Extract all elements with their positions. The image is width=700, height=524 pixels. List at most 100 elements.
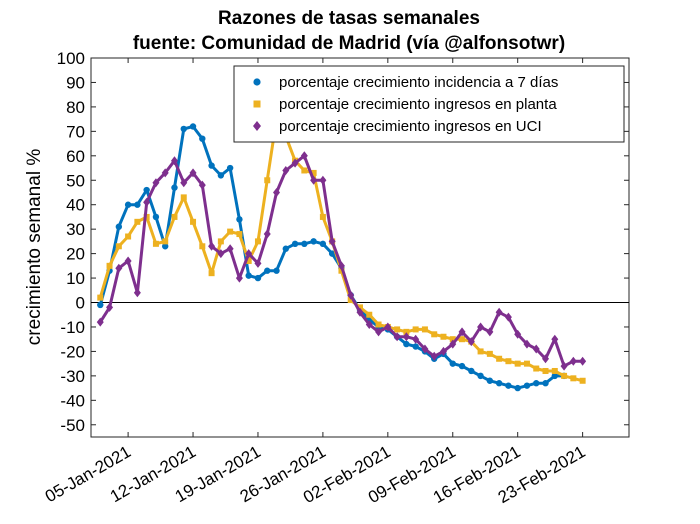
y-tick-label: 10 xyxy=(66,269,85,288)
series-2-point xyxy=(236,231,243,238)
series-3-point xyxy=(235,273,243,283)
chart-title-line-2: fuente: Comunidad de Madrid (vía @alfons… xyxy=(133,33,565,54)
series-3-point xyxy=(226,244,234,254)
series-3-point xyxy=(273,187,281,197)
series-3-point xyxy=(300,151,308,161)
series-3-point xyxy=(198,180,206,190)
series-1-point xyxy=(319,240,327,248)
series-2-point xyxy=(486,350,493,357)
series-2-point xyxy=(264,177,271,184)
legend-marker-2 xyxy=(253,100,261,108)
series-1-point xyxy=(264,267,271,274)
series-2-point xyxy=(171,213,178,220)
series-2-point xyxy=(412,326,419,333)
series-1-point xyxy=(134,201,141,208)
series-1-point xyxy=(458,362,466,370)
series-2-point xyxy=(514,360,521,367)
y-tick-label: 30 xyxy=(66,220,85,239)
series-3-point xyxy=(263,229,271,239)
y-tick-label: -30 xyxy=(60,367,85,386)
series-1-point xyxy=(551,372,558,380)
series-3-point xyxy=(477,322,485,332)
y-tick-label: -10 xyxy=(60,318,85,337)
series-1-point xyxy=(310,238,317,245)
series-1-point xyxy=(412,343,419,350)
series-1-point xyxy=(199,135,206,142)
series-1-point xyxy=(273,267,280,274)
series-2-point xyxy=(477,348,484,355)
series-3-point xyxy=(337,261,345,271)
series-2-point xyxy=(523,360,530,367)
series-1-point xyxy=(291,240,299,248)
series-1-point xyxy=(477,372,484,380)
series-2-point xyxy=(134,218,141,225)
series-2-point xyxy=(449,336,456,343)
series-1-point xyxy=(189,123,197,130)
series-2-point xyxy=(310,169,317,176)
series-2-point xyxy=(533,365,540,372)
series-3-point xyxy=(579,356,587,366)
series-2-point xyxy=(366,311,373,318)
series-3-point xyxy=(523,339,531,349)
series-2-point xyxy=(421,326,428,333)
series-3-point xyxy=(542,354,550,364)
series-3-point xyxy=(152,178,160,188)
series-1-point xyxy=(328,250,336,257)
series-3-point xyxy=(495,307,503,317)
series-3-point xyxy=(208,241,216,251)
series-3-point xyxy=(115,263,123,273)
series-3-point xyxy=(560,361,568,371)
series-2-point xyxy=(106,262,113,269)
series-2-point xyxy=(152,240,159,247)
series-3-point xyxy=(133,288,141,298)
series-2-point xyxy=(542,367,549,374)
chart-title-line-1: Razones de tasas semanales xyxy=(218,8,480,29)
series-1-point xyxy=(282,245,289,252)
series-1-point xyxy=(217,172,225,179)
series-1-point xyxy=(533,380,540,387)
series-2-point xyxy=(440,333,447,340)
axes-box xyxy=(90,57,630,438)
series-3-point xyxy=(458,327,466,337)
series-3-point xyxy=(412,334,420,344)
series-1-point xyxy=(236,216,243,223)
series-2-point xyxy=(496,355,503,362)
series-1-point xyxy=(403,340,410,348)
series-3-point xyxy=(467,337,475,347)
y-tick-label: 100 xyxy=(57,49,85,68)
series-3-point xyxy=(347,290,355,300)
y-tick-label: -50 xyxy=(60,416,85,435)
series-1-point xyxy=(468,367,475,375)
series-2-point xyxy=(431,331,438,338)
series-2-point xyxy=(357,304,363,311)
series-1-point xyxy=(523,382,531,389)
series-3-point xyxy=(514,329,522,339)
series-2-point xyxy=(97,294,104,301)
series-1-point xyxy=(208,162,215,169)
series-2-point xyxy=(347,297,354,304)
series-3-point xyxy=(356,307,364,317)
series-2-point xyxy=(375,321,382,328)
series-2-point xyxy=(394,326,401,333)
series-3-point xyxy=(384,322,392,332)
series-2-point xyxy=(208,270,215,277)
series-2-point xyxy=(570,375,577,382)
legend-marker-3 xyxy=(253,121,261,131)
series-2-point xyxy=(227,228,234,235)
y-tick-label: 70 xyxy=(66,122,85,141)
y-axis-label: crecimiento semanal % xyxy=(24,149,45,346)
series-2-point xyxy=(254,238,261,245)
y-tick-label: 0 xyxy=(76,294,85,313)
series-1-point xyxy=(180,125,187,133)
series-1-point xyxy=(514,384,521,392)
series-3-point xyxy=(217,249,225,259)
series-1-point xyxy=(115,223,123,230)
legend: porcentaje crecimiento incidencia a 7 dí… xyxy=(233,65,625,143)
series-3-point xyxy=(551,334,559,344)
series-3-point xyxy=(486,327,494,337)
series-3-point xyxy=(328,236,336,246)
series-2-point xyxy=(115,243,122,250)
series-2-point xyxy=(505,358,512,365)
series-2-point xyxy=(199,243,206,250)
series-3-point xyxy=(254,258,262,268)
